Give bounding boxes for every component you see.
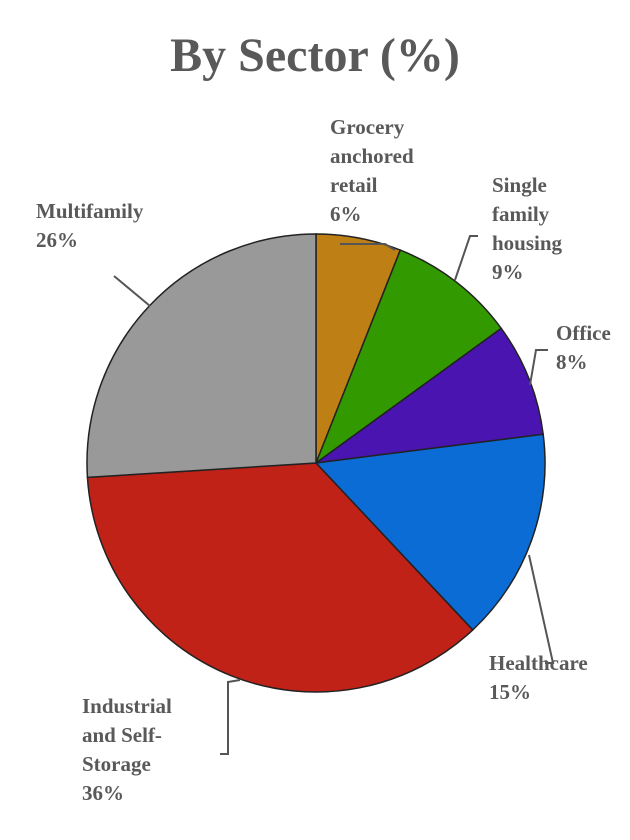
- slice-category-label: Office: [556, 321, 611, 345]
- slice-label-healthcare: Healthcare 15%: [489, 651, 588, 704]
- slice-label-single-family-housing: Single family housing 9%: [492, 173, 563, 284]
- chart-title: By Sector (%): [170, 29, 460, 82]
- pie-slice-healthcare: [314, 433, 546, 631]
- slice-category-label: Single family housing: [492, 173, 563, 255]
- leader-line-grocery-anchored-retail: [340, 243, 396, 251]
- slice-value-label: 15%: [489, 680, 531, 704]
- pie-slice-industrial-and-self-storage: [86, 462, 474, 693]
- leader-line-single-family-housing: [454, 235, 478, 281]
- slice-value-label: 6%: [330, 202, 362, 226]
- leader-line-office: [529, 349, 548, 386]
- pie-slice-multifamily: [86, 233, 317, 479]
- leader-line-industrial-and-self-storage: [220, 679, 241, 755]
- slice-labels: Grocery anchored retail 6% Single family housi…: [36, 115, 611, 805]
- slice-value-label: 9%: [492, 260, 524, 284]
- slice-category-label: Multifamily: [36, 199, 144, 223]
- slice-label-multifamily: Multifamily 26%: [36, 199, 144, 252]
- pie-slice-office: [315, 327, 545, 464]
- leader-line-healthcare: [528, 554, 555, 664]
- slice-label-grocery-anchored-retail: Grocery anchored retail 6%: [330, 115, 414, 226]
- slice-label-office: Office 8%: [556, 321, 611, 374]
- slice-label-industrial-and-self-storage: Industrial and Self-Storage 36%: [82, 694, 172, 805]
- leader-line-multifamily: [113, 275, 151, 307]
- pie-slices: [86, 233, 546, 693]
- slice-category-label: Grocery anchored retail: [330, 115, 414, 197]
- leader-lines: [113, 235, 555, 755]
- slice-value-label: 36%: [82, 781, 124, 805]
- pie-slice-single-family-housing: [314, 249, 503, 466]
- slice-value-label: 26%: [36, 228, 78, 252]
- slice-value-label: 8%: [556, 350, 588, 374]
- slice-category-label: Industrial and Self-Storage: [82, 694, 172, 776]
- slice-category-label: Healthcare: [489, 651, 588, 675]
